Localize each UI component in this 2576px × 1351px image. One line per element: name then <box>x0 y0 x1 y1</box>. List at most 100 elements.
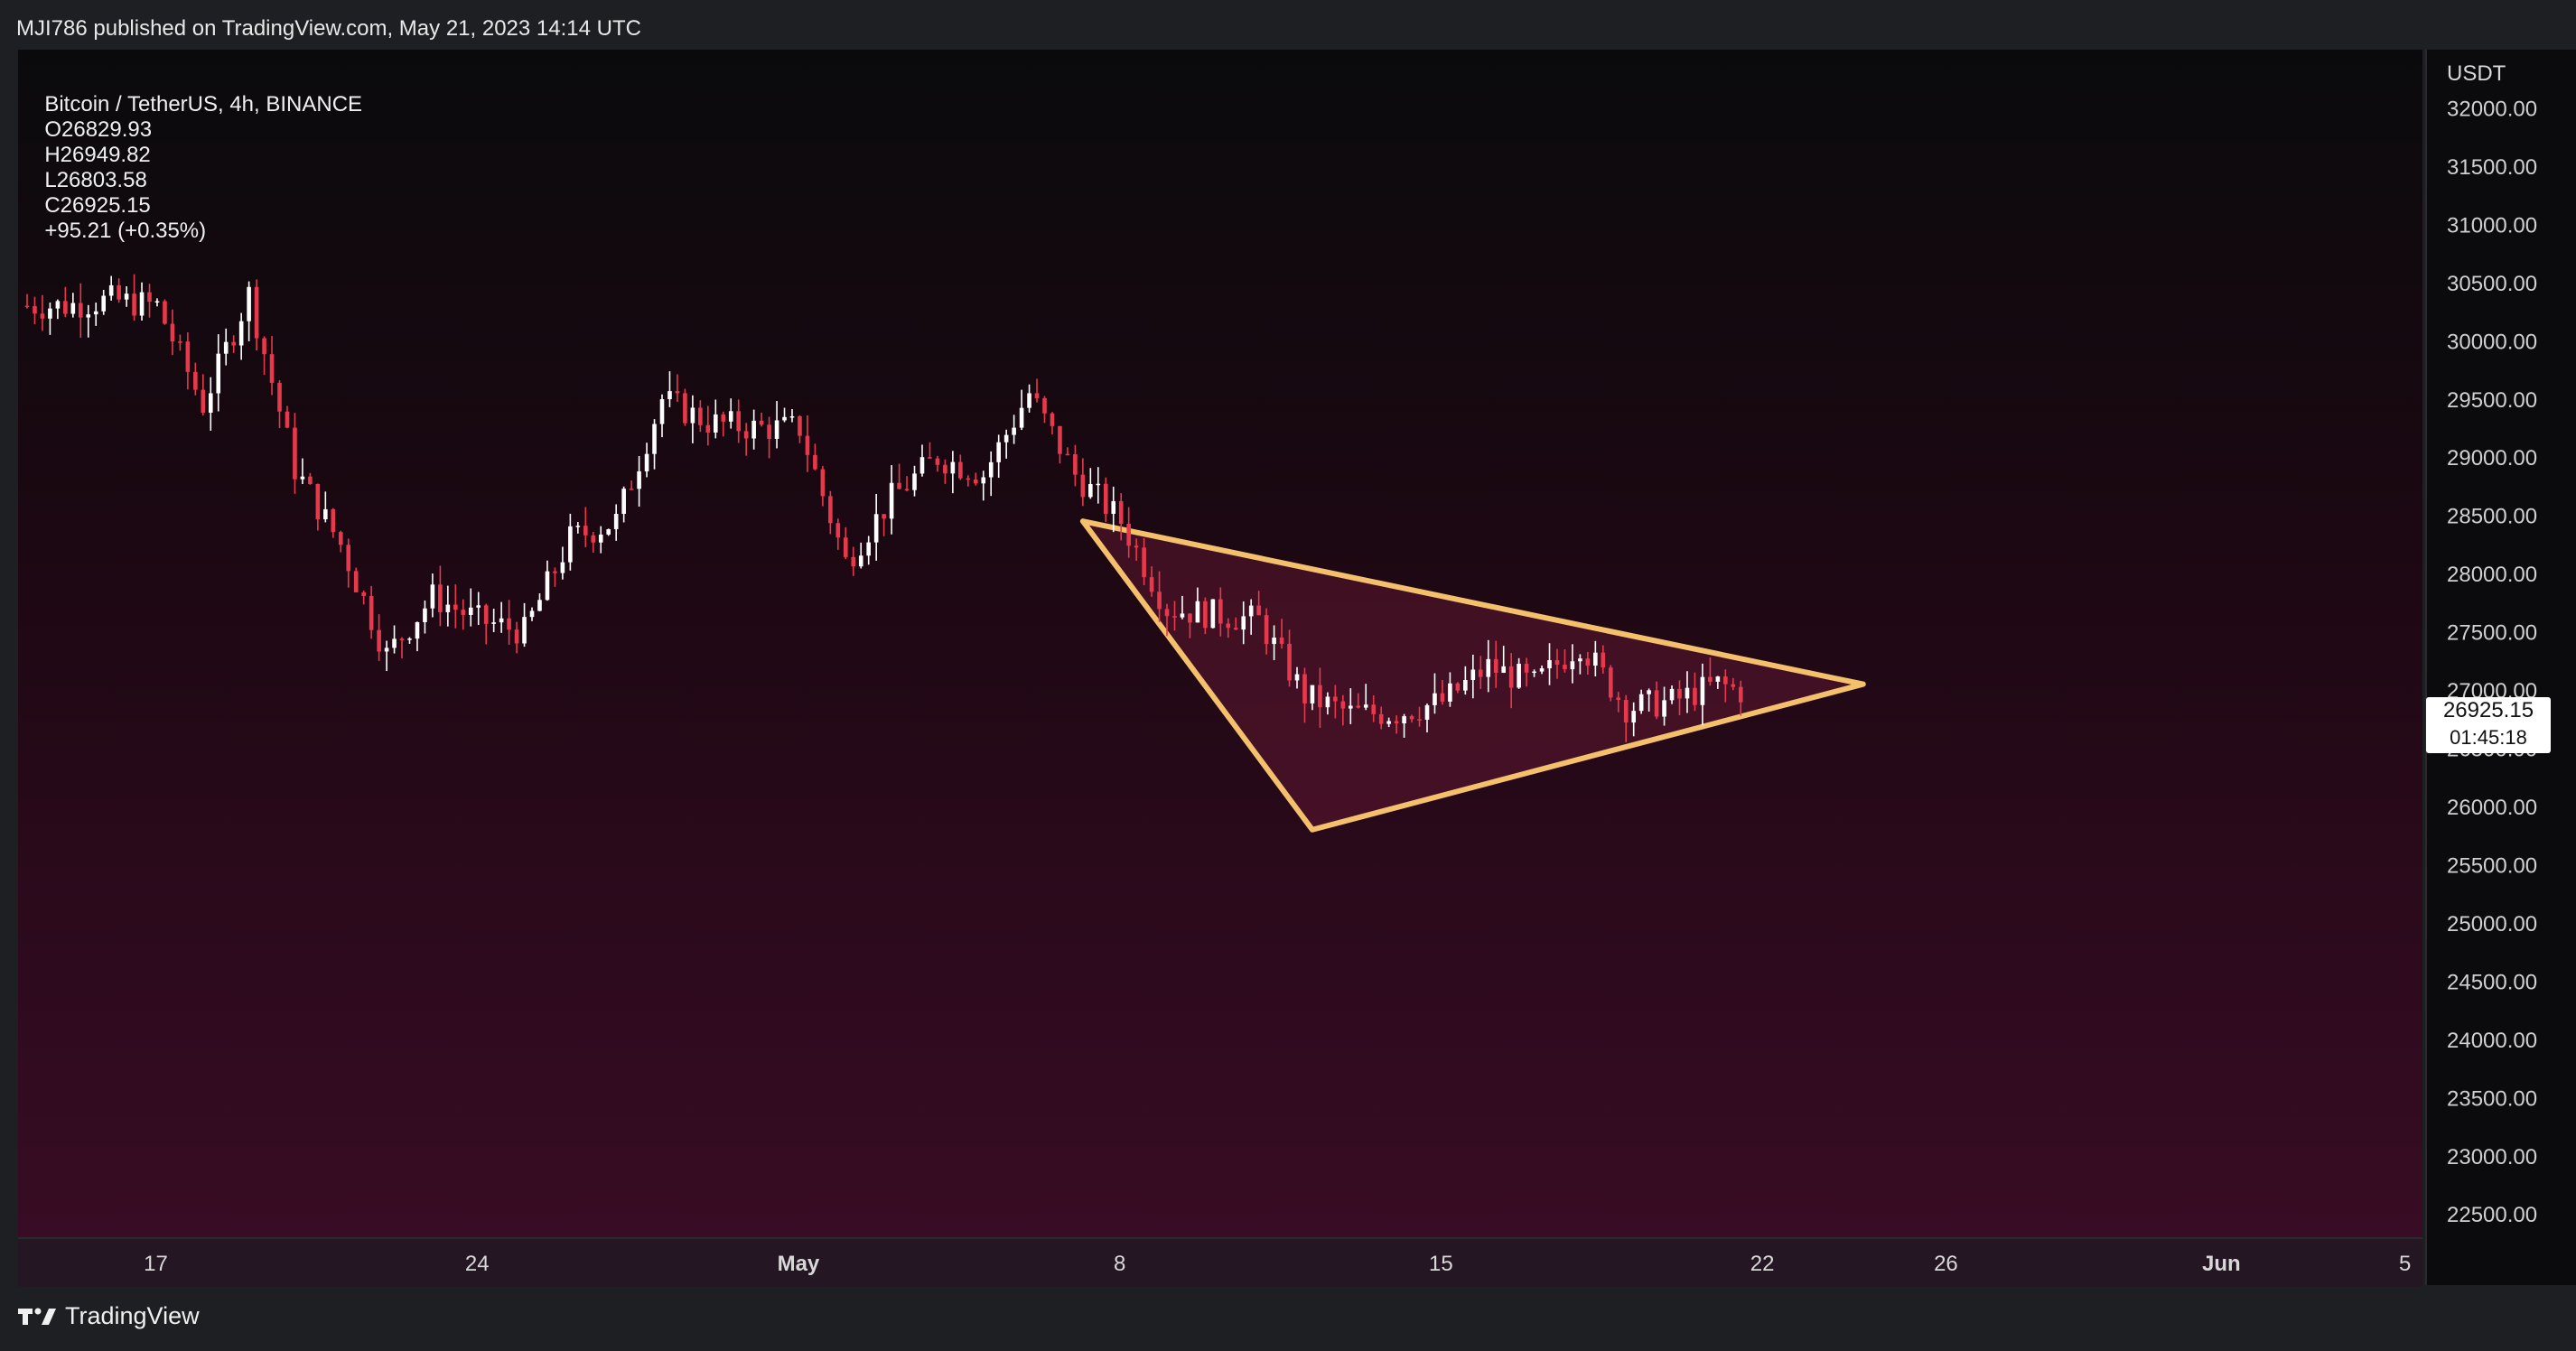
candle-up <box>529 610 535 618</box>
candle-up <box>108 284 114 296</box>
candle-down <box>1623 700 1629 723</box>
candle-up <box>139 292 145 316</box>
candle-up <box>919 457 925 474</box>
candle-up <box>1241 616 1246 630</box>
open-value: O26829.93 <box>44 117 153 142</box>
candle-up <box>223 341 229 354</box>
tradingview-brand[interactable]: TradingView <box>18 1302 200 1330</box>
candle-up <box>124 293 129 300</box>
candle-up <box>866 542 871 556</box>
candle-up <box>415 621 420 639</box>
brand-name: TradingView <box>65 1302 200 1329</box>
chart-pane[interactable] <box>18 50 2422 1285</box>
candle-down <box>277 382 282 412</box>
time-tick-label: 26 <box>1934 1252 1958 1276</box>
price-axis[interactable]: USDT 32000.00 31500.00 31000.00 30500.00 300… <box>2425 50 2576 1285</box>
candle-down <box>346 545 351 572</box>
candle-down <box>1417 719 1422 721</box>
candle-down <box>178 341 182 343</box>
candle-up <box>1547 660 1552 669</box>
candle-down <box>1585 658 1591 666</box>
candle-down <box>583 526 588 536</box>
candle-up <box>560 562 565 573</box>
candle-up <box>423 608 427 622</box>
candle-down <box>1103 483 1108 515</box>
candle-down <box>1065 453 1070 456</box>
candle-down <box>1333 696 1338 702</box>
candle-up <box>1096 483 1101 486</box>
candle-down <box>698 407 703 425</box>
candle-down <box>683 393 687 424</box>
symbol-legend: Bitcoin / TetherUS, 4h, BINANCE O26829.9… <box>33 67 375 244</box>
candle-up <box>1248 605 1254 617</box>
candle-down <box>1256 605 1261 616</box>
candle-up <box>1647 690 1651 694</box>
candle-down <box>835 523 841 538</box>
candle-down <box>117 284 121 300</box>
time-tick-label: May <box>778 1252 820 1276</box>
time-axis[interactable]: 1724May8152226Jun512 <box>18 1237 2422 1287</box>
candle-down <box>743 431 749 439</box>
candle-up <box>751 420 756 439</box>
change-value: +95.21 (+0.35%) <box>44 219 207 243</box>
candle-up <box>1012 427 1016 435</box>
candle-down <box>943 464 947 474</box>
price-tick-label: 25000.00 <box>2447 912 2537 936</box>
candle-down <box>1693 687 1697 705</box>
price-tick-labels: 32000.00 31500.00 31000.00 30500.00 30000.00… <box>2447 97 2537 1227</box>
candle-up <box>950 461 956 474</box>
candle-up <box>384 648 389 652</box>
price-axis-unit: USDT <box>2447 61 2506 86</box>
candle-down <box>1731 684 1736 687</box>
candle-up <box>1424 704 1430 720</box>
candle-down <box>514 629 519 644</box>
candle-up <box>996 442 1001 462</box>
candle-up <box>1662 700 1666 717</box>
candle-up <box>1027 393 1031 408</box>
candle-down <box>193 371 198 390</box>
candle-down <box>369 595 374 630</box>
candle-up <box>659 399 665 424</box>
candle-up <box>728 411 733 422</box>
candle-down <box>767 424 771 440</box>
candle-up <box>1294 674 1300 681</box>
candle-down <box>966 478 971 480</box>
candle-up <box>621 489 626 515</box>
candle-up <box>1088 484 1093 498</box>
candle-up <box>55 301 61 309</box>
candle-up <box>1470 669 1476 681</box>
candle-up <box>606 529 611 535</box>
candle-down <box>629 489 634 490</box>
candle-down <box>438 584 443 612</box>
candle-up <box>613 514 619 530</box>
candle-down <box>24 305 30 308</box>
candle-up <box>1180 613 1185 618</box>
candle-up <box>522 617 527 644</box>
candle-up <box>667 391 672 400</box>
candle-up <box>93 311 98 315</box>
candle-down <box>63 301 68 314</box>
candle-down <box>1050 413 1055 426</box>
price-tick-label: 27500.00 <box>2447 621 2537 646</box>
candle-up <box>889 482 894 519</box>
candle-down <box>1738 686 1743 703</box>
candle-up <box>568 526 573 563</box>
candle-up <box>407 638 412 640</box>
candle-down <box>361 592 366 596</box>
candle-down <box>170 323 175 342</box>
candle-down <box>254 286 259 339</box>
candle-up <box>652 424 657 454</box>
candle-up <box>48 308 52 319</box>
price-tick-label: 26000.00 <box>2447 796 2537 820</box>
candle-up <box>1349 705 1353 709</box>
candle-down <box>904 489 910 490</box>
price-chart[interactable] <box>18 50 2422 1237</box>
candle-down <box>1233 628 1238 630</box>
candle-down <box>1034 393 1040 398</box>
candle-up <box>545 571 550 601</box>
candle-up <box>70 303 76 314</box>
candle-down <box>805 435 810 455</box>
bar-countdown: 01:45:18 <box>2450 726 2527 749</box>
candle-down <box>1455 683 1461 691</box>
candle-down <box>1524 663 1529 673</box>
